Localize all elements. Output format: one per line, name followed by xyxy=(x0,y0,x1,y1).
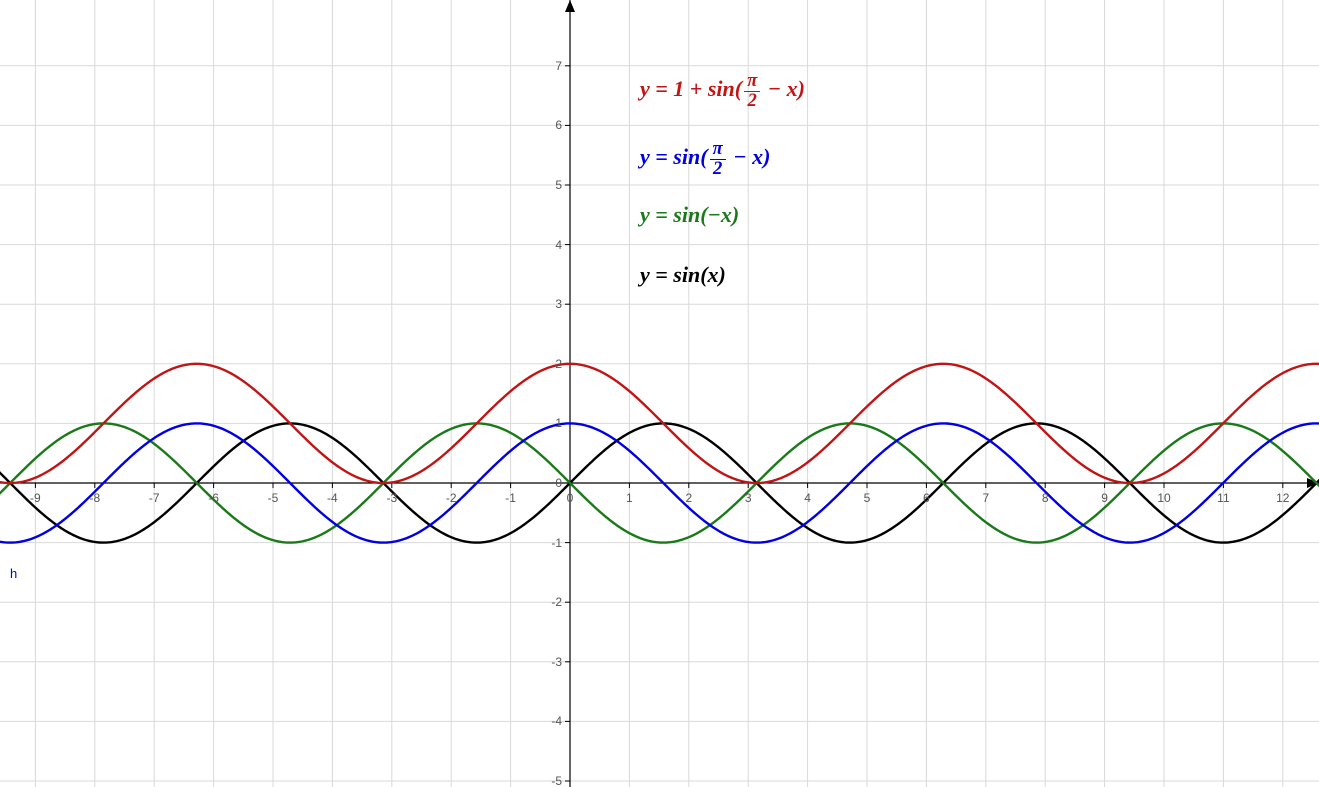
y-tick-label: -2 xyxy=(546,595,562,609)
x-tick-label: -6 xyxy=(208,491,219,505)
x-tick-label: 7 xyxy=(982,491,989,505)
x-tick-label: 3 xyxy=(745,491,752,505)
legend-entry-blue: y = sin(π2 − x) xyxy=(640,140,770,178)
y-tick-label: 4 xyxy=(546,238,562,252)
y-tick-label: 7 xyxy=(546,59,562,73)
legend-text: y = sin(−x) xyxy=(640,202,739,227)
legend-entry-red: y = 1 + sin(π2 − x) xyxy=(640,72,805,110)
x-tick-label: 4 xyxy=(804,491,811,505)
function-plot: y = 1 + sin(π2 − x) y = sin(π2 − x) y = … xyxy=(0,0,1319,787)
y-tick-label: 6 xyxy=(546,118,562,132)
x-tick-label: 1 xyxy=(626,491,633,505)
x-tick-label: 6 xyxy=(923,491,930,505)
legend-text: y = sin(x) xyxy=(640,262,726,287)
y-tick-label: -1 xyxy=(546,536,562,550)
annotation-h: h xyxy=(10,566,17,581)
x-tick-label: -3 xyxy=(386,491,397,505)
y-tick-label: 1 xyxy=(546,416,562,430)
y-tick-label: 3 xyxy=(546,297,562,311)
x-tick-label: -9 xyxy=(30,491,41,505)
y-tick-label: 5 xyxy=(546,178,562,192)
y-tick-label: 0 xyxy=(546,476,562,490)
x-tick-label: -5 xyxy=(268,491,279,505)
legend-text: y = 1 + sin(π2 − x) xyxy=(640,76,805,101)
y-tick-label: -5 xyxy=(546,774,562,787)
legend-text: y = sin(π2 − x) xyxy=(640,144,770,169)
x-tick-label: 10 xyxy=(1157,491,1170,505)
x-tick-label: -7 xyxy=(149,491,160,505)
x-tick-label: -4 xyxy=(327,491,338,505)
x-tick-label: 11 xyxy=(1217,491,1229,505)
x-tick-label: 2 xyxy=(685,491,692,505)
y-tick-label: -4 xyxy=(546,714,562,728)
x-tick-label: 9 xyxy=(1101,491,1108,505)
legend-entry-green: y = sin(−x) xyxy=(640,202,739,228)
x-tick-label: -8 xyxy=(89,491,100,505)
y-tick-label: 2 xyxy=(546,357,562,371)
x-tick-label: -1 xyxy=(505,491,516,505)
plot-svg xyxy=(0,0,1319,787)
legend-entry-black: y = sin(x) xyxy=(640,262,726,288)
x-tick-label: 8 xyxy=(1042,491,1049,505)
x-tick-label: 12 xyxy=(1276,491,1289,505)
x-tick-label: 0 xyxy=(567,491,574,505)
x-tick-label: -2 xyxy=(446,491,457,505)
y-tick-label: -3 xyxy=(546,655,562,669)
x-tick-label: 5 xyxy=(864,491,871,505)
